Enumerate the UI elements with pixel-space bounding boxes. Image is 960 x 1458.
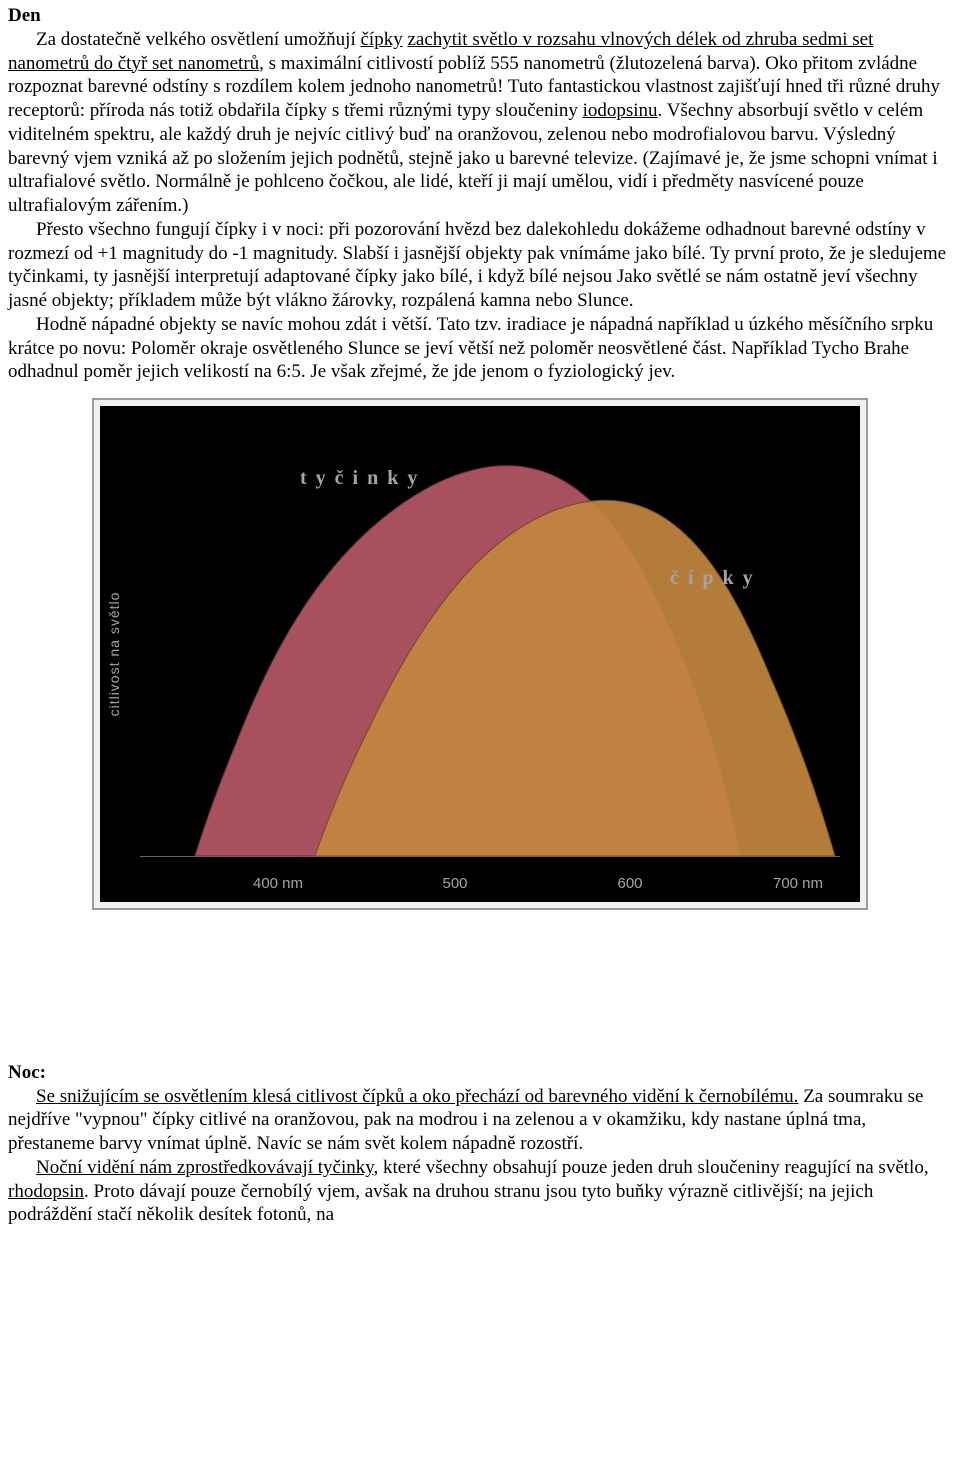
noc-paragraph-2: Noční vidění nám zprostředkovávají tyčin… [8, 1156, 952, 1227]
chart-baseline [140, 856, 840, 857]
text: Za dostatečně velkého osvětlení umožňují [36, 29, 360, 50]
chart-plot [140, 426, 840, 856]
series-label-tycinky: t y č i n k y [300, 466, 419, 491]
den-paragraph-2: Přesto všechno fungují čípky i v noci: p… [8, 218, 952, 313]
series-label-cipky: č í p k y [670, 566, 755, 591]
sensitivity-chart: citlivost na světlo t y č i n k y č í p … [92, 398, 868, 910]
link-cipky[interactable]: čípky [360, 29, 402, 50]
xtick: 400 nm [253, 875, 303, 894]
text: , které všechny obsahují pouze jeden dru… [374, 1157, 929, 1178]
heading-den: Den [8, 4, 952, 28]
link-iodopsin[interactable]: iodopsinu [583, 100, 658, 121]
link-rhodopsin[interactable]: rhodopsin [8, 1181, 84, 1202]
heading-noc: Noc: [8, 1061, 952, 1085]
den-paragraph-1: Za dostatečně velkého osvětlení umožňují… [8, 28, 952, 218]
xtick: 700 nm [773, 875, 823, 894]
link-noc-intro[interactable]: Se snižujícím se osvětlením klesá citliv… [36, 1086, 798, 1107]
text: . Proto dávají pouze černobílý vjem, avš… [8, 1181, 873, 1226]
y-axis-title: citlivost na světlo [106, 592, 124, 717]
noc-paragraph-1: Se snižujícím se osvětlením klesá citliv… [8, 1085, 952, 1156]
xtick: 500 [442, 875, 467, 894]
den-paragraph-3: Hodně nápadné objekty se navíc mohou zdá… [8, 313, 952, 384]
xtick: 600 [617, 875, 642, 894]
link-tycinky[interactable]: Noční vidění nám zprostředkovávají tyčin… [36, 1157, 374, 1178]
